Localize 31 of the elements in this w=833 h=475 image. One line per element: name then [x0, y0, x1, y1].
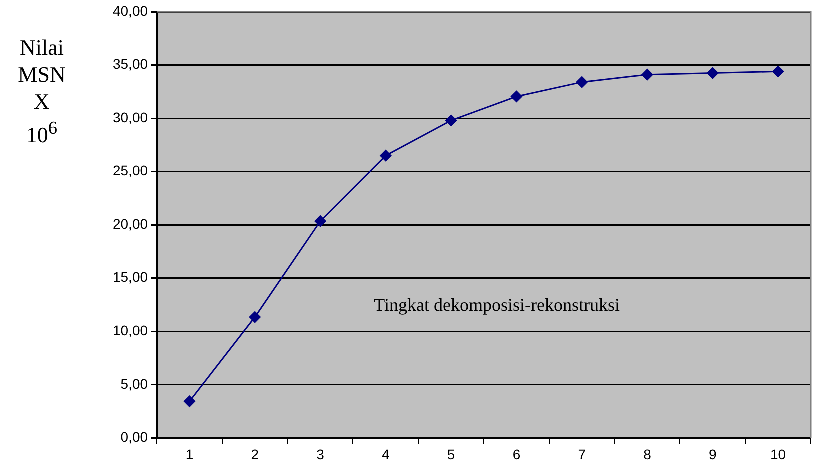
y-tick-label: 5,00: [120, 376, 148, 392]
x-axis-title: Tingkat dekomposisi-rekonstruksi: [374, 294, 620, 315]
point: [314, 216, 326, 228]
y-tick-label: 0,00: [120, 429, 148, 446]
point: [249, 312, 261, 324]
point: [642, 69, 654, 81]
point: [772, 66, 784, 78]
x-tick-label: 9: [709, 446, 718, 462]
point: [446, 114, 458, 126]
y-tick-label: 20,00: [112, 216, 148, 232]
x-tick-label: 8: [644, 446, 652, 462]
x-tick-label: 3: [316, 446, 325, 462]
y-tick-label: 15,00: [112, 269, 148, 286]
point: [510, 90, 522, 102]
x-tick-label: 2: [251, 446, 260, 462]
y-tick-label: 25,00: [112, 162, 148, 179]
point: [707, 68, 719, 80]
x-tick-label: 7: [578, 446, 586, 462]
y-tick-label: 10,00: [112, 322, 148, 339]
y-tick-label: 30,00: [112, 109, 148, 126]
x-tick-label: 6: [512, 446, 521, 462]
y-axis-title: Nilai MSN X 10$^{6}$: [17, 34, 67, 148]
point: [576, 76, 588, 88]
x-tick-label: 4: [382, 446, 390, 462]
x-tick-label: 5: [447, 446, 456, 462]
y-tick-label: 35,00: [112, 56, 148, 72]
x-tick-label: 1: [186, 446, 194, 462]
y-tick-label: 40,00: [112, 2, 148, 19]
x-tick-label: 10: [770, 446, 786, 462]
point: [380, 150, 392, 162]
point: [184, 396, 196, 408]
